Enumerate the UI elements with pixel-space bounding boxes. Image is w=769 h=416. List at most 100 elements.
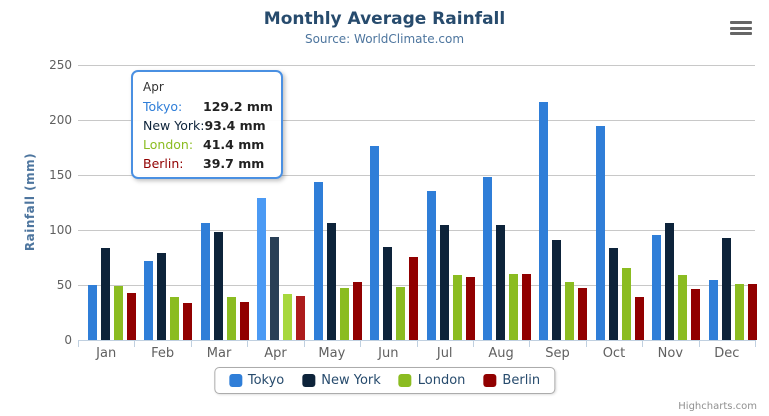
- x-axis-tick: [190, 341, 192, 347]
- bar-tokyo-may[interactable]: [313, 181, 323, 340]
- bar-new-york-oct[interactable]: [608, 248, 618, 340]
- x-axis-tick: [78, 341, 79, 347]
- hamburger-bar: [730, 21, 752, 24]
- bar-berlin-feb[interactable]: [183, 303, 193, 340]
- legend-label: London: [417, 373, 466, 388]
- bar-tokyo-jun[interactable]: [370, 146, 380, 340]
- x-axis-label: May: [318, 346, 346, 361]
- y-axis-label: 50: [56, 278, 72, 292]
- bar-berlin-jul[interactable]: [465, 276, 475, 340]
- bar-new-york-aug[interactable]: [495, 225, 505, 340]
- y-axis-label: 250: [49, 58, 72, 72]
- tooltip-series-label: London:: [143, 137, 194, 152]
- x-axis-label: Dec: [714, 346, 740, 361]
- x-axis-label: Feb: [151, 346, 175, 361]
- bar-berlin-nov[interactable]: [691, 288, 701, 340]
- bar-tokyo-feb[interactable]: [144, 261, 154, 340]
- bar-tokyo-aug[interactable]: [482, 176, 492, 340]
- bar-tokyo-oct[interactable]: [595, 126, 605, 340]
- bar-tokyo-nov[interactable]: [652, 234, 662, 340]
- x-axis-tick: [303, 341, 305, 347]
- bar-london-oct[interactable]: [621, 268, 631, 340]
- x-axis-label: Jan: [96, 346, 117, 361]
- legend-swatch: [302, 374, 316, 387]
- bar-london-aug[interactable]: [508, 274, 518, 340]
- credits-link[interactable]: Highcharts.com: [678, 401, 757, 412]
- bar-berlin-apr[interactable]: [296, 296, 306, 340]
- bar-london-jun[interactable]: [396, 286, 406, 340]
- legend-item-berlin[interactable]: Berlin: [483, 373, 540, 388]
- y-axis-label: 200: [49, 113, 72, 127]
- hamburger-icon[interactable]: [730, 21, 752, 35]
- bar-london-dec[interactable]: [734, 283, 744, 340]
- bar-tokyo-jan[interactable]: [88, 285, 97, 340]
- bar-tokyo-dec[interactable]: [708, 280, 718, 340]
- bar-london-sep[interactable]: [565, 282, 575, 340]
- bar-tokyo-apr[interactable]: [257, 197, 267, 340]
- bar-new-york-jun[interactable]: [383, 247, 393, 340]
- y-axis-label: 150: [49, 168, 72, 182]
- legend-item-london[interactable]: London: [398, 373, 466, 388]
- bar-london-apr[interactable]: [283, 294, 293, 340]
- bar-berlin-aug[interactable]: [521, 273, 531, 340]
- hamburger-bar: [730, 32, 752, 35]
- bar-new-york-jan[interactable]: [101, 248, 110, 340]
- chart-subtitle: Source: WorldClimate.com: [304, 32, 465, 46]
- bar-new-york-jul[interactable]: [439, 224, 449, 340]
- bar-tokyo-jul[interactable]: [426, 190, 436, 340]
- y-axis-label: 100: [49, 223, 72, 237]
- bar-new-york-sep[interactable]: [552, 239, 562, 340]
- tooltip: Apr Tokyo: 129.2 mm New York: 93.4 mm London…: [131, 70, 283, 179]
- legend-item-new-york[interactable]: New York: [302, 373, 381, 388]
- legend-label: Berlin: [502, 373, 541, 388]
- legend-swatch: [483, 374, 497, 387]
- bar-new-york-may[interactable]: [326, 223, 336, 340]
- bar-berlin-dec[interactable]: [747, 283, 757, 340]
- x-axis-label: Aug: [488, 346, 514, 361]
- x-axis-tick: [755, 341, 756, 347]
- chart-title: Monthly Average Rainfall: [263, 9, 506, 29]
- x-axis-tick: [247, 341, 249, 347]
- bar-new-york-dec[interactable]: [721, 238, 731, 340]
- gridline: [78, 65, 755, 66]
- x-axis-tick: [134, 341, 136, 347]
- x-axis-label: Jul: [436, 346, 453, 361]
- tooltip-row: New York: 93.4 mm: [143, 116, 271, 135]
- legend-swatch: [228, 374, 242, 387]
- bar-tokyo-mar[interactable]: [200, 222, 210, 340]
- hamburger-bar: [730, 26, 752, 30]
- bar-berlin-jan[interactable]: [127, 293, 136, 340]
- bar-berlin-mar[interactable]: [239, 302, 249, 340]
- gridline: [78, 120, 755, 121]
- bar-tokyo-sep[interactable]: [539, 101, 549, 340]
- bar-berlin-may[interactable]: [352, 282, 362, 340]
- bar-london-jan[interactable]: [114, 286, 123, 340]
- x-axis-label: Mar: [206, 346, 232, 361]
- bar-london-mar[interactable]: [226, 296, 236, 340]
- bar-new-york-mar[interactable]: [213, 231, 223, 340]
- x-axis-label: Sep: [545, 346, 570, 361]
- gridline: [78, 175, 755, 176]
- x-axis-tick: [642, 341, 644, 347]
- bar-berlin-oct[interactable]: [634, 296, 644, 340]
- bar-london-feb[interactable]: [170, 297, 180, 340]
- tooltip-row: Berlin: 39.7 mm: [143, 154, 271, 173]
- tooltip-series-value: 39.7 mm: [203, 156, 265, 171]
- bar-berlin-sep[interactable]: [578, 287, 588, 340]
- bar-london-may[interactable]: [339, 288, 349, 340]
- bar-london-jul[interactable]: [452, 275, 462, 340]
- y-axis-label: 0: [64, 333, 72, 347]
- bar-new-york-apr[interactable]: [270, 237, 280, 340]
- bar-london-nov[interactable]: [678, 274, 688, 340]
- tooltip-header: Apr: [143, 80, 164, 94]
- legend-item-tokyo[interactable]: Tokyo: [228, 373, 284, 388]
- bar-berlin-jun[interactable]: [409, 256, 419, 340]
- bar-new-york-nov[interactable]: [665, 222, 675, 340]
- tooltip-series-label: Berlin:: [143, 156, 184, 171]
- x-axis-tick: [416, 341, 418, 347]
- tooltip-series-label: New York:: [143, 118, 205, 133]
- tooltip-series-label: Tokyo:: [143, 99, 183, 114]
- x-axis-label: Oct: [602, 346, 626, 361]
- bar-new-york-feb[interactable]: [157, 253, 167, 340]
